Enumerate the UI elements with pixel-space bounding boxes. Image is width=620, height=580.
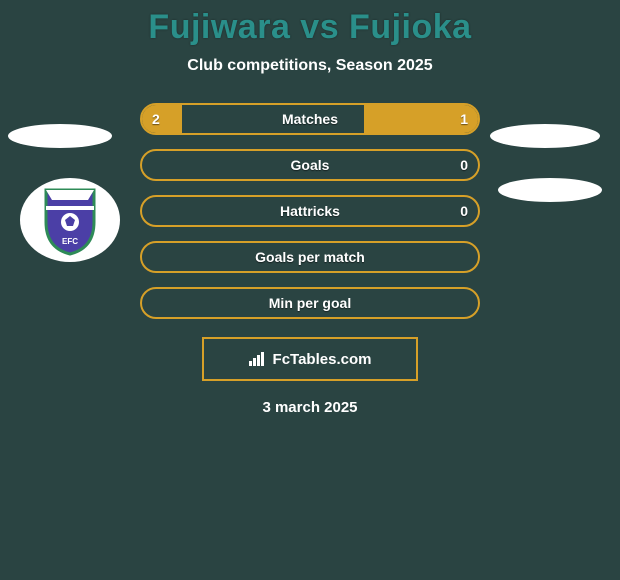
page-title: Fujiwara vs Fujioka <box>0 8 620 47</box>
stat-right-value: 1 <box>460 111 468 127</box>
stats-list: 2 Matches 1 Goals 0 Hattricks 0 <box>0 103 620 319</box>
stat-label: Goals per match <box>142 249 478 265</box>
stat-bar-goals: Goals 0 <box>140 149 480 181</box>
stat-bar-hattricks: Hattricks 0 <box>140 195 480 227</box>
stat-bar-matches: 2 Matches 1 <box>140 103 480 135</box>
stat-row: Hattricks 0 <box>0 195 620 227</box>
stat-row: Goals 0 <box>0 149 620 181</box>
stat-label: Matches <box>142 111 478 127</box>
stats-card: Fujiwara vs Fujioka Club competitions, S… <box>0 0 620 416</box>
stat-row: Goals per match <box>0 241 620 273</box>
stat-bar-min-per-goal: Min per goal <box>140 287 480 319</box>
stat-label: Hattricks <box>142 203 478 219</box>
stat-row: Min per goal <box>0 287 620 319</box>
stat-bar-goals-per-match: Goals per match <box>140 241 480 273</box>
subtitle: Club competitions, Season 2025 <box>0 57 620 75</box>
source-badge-label: FcTables.com <box>273 351 372 368</box>
stat-right-value: 0 <box>460 203 468 219</box>
chart-icon <box>249 352 267 366</box>
date-label: 3 march 2025 <box>0 399 620 416</box>
stat-right-value: 0 <box>460 157 468 173</box>
source-badge[interactable]: FcTables.com <box>202 337 418 381</box>
stat-row: 2 Matches 1 <box>0 103 620 135</box>
stat-label: Goals <box>142 157 478 173</box>
stat-label: Min per goal <box>142 295 478 311</box>
